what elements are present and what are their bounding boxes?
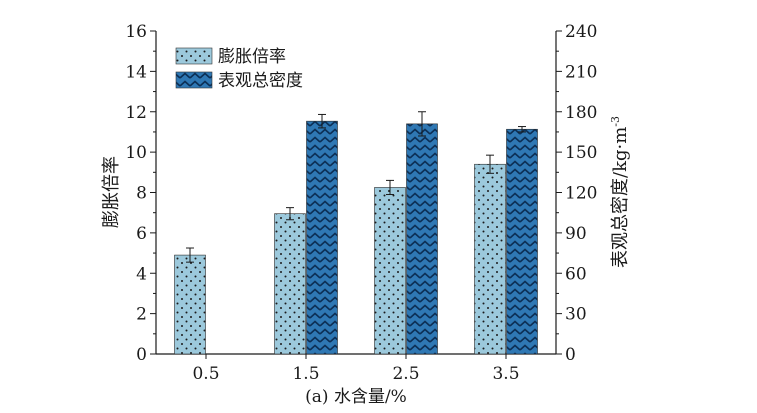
x-axis-caption: (a) 水含量/% — [305, 387, 407, 407]
legend-swatch-density — [175, 71, 213, 89]
right-axis: 0 30 60 90 120 150 180 210 240 — [556, 22, 597, 365]
legend-label-expansion: 膨胀倍率 — [218, 47, 286, 67]
left-tick-label: 10 — [125, 143, 147, 163]
x-tick-label: 3.5 — [492, 364, 519, 384]
right-tick-label: 150 — [565, 143, 597, 163]
legend: 膨胀倍率 表观总密度 — [175, 47, 303, 91]
bar-expansion — [374, 187, 406, 355]
right-tick-label: 180 — [565, 103, 597, 123]
bar-density — [506, 128, 538, 355]
bar-density — [406, 123, 438, 355]
x-tick-label: 1.5 — [292, 364, 319, 384]
right-tick-label: 120 — [565, 184, 597, 204]
right-tick-label: 0 — [565, 345, 576, 365]
legend-label-density: 表观总密度 — [218, 71, 303, 91]
legend-swatch-expansion — [175, 47, 213, 65]
right-axis-title: 表观总密度/kg·m-3 — [609, 116, 631, 268]
x-tick-label: 2.5 — [392, 364, 419, 384]
right-tick-label: 30 — [565, 305, 587, 325]
left-axis-title: 膨胀倍率 — [101, 156, 122, 228]
left-tick-label: 0 — [136, 345, 147, 365]
bar-expansion — [274, 213, 306, 355]
bars-layer — [174, 120, 538, 355]
right-axis-title-superscript: -3 — [609, 116, 622, 127]
bar-expansion — [474, 163, 506, 355]
left-tick-label: 14 — [125, 62, 147, 82]
right-tick-label: 240 — [565, 22, 597, 42]
left-axis: 0 2 4 6 8 10 12 14 16 — [125, 22, 156, 365]
right-axis-title-main: 表观总密度/kg·m — [610, 127, 631, 268]
bar-expansion — [174, 254, 206, 355]
right-tick-label: 90 — [565, 224, 587, 244]
left-tick-label: 6 — [136, 224, 147, 244]
error-bars-layer — [186, 111, 526, 263]
bar-density — [306, 120, 338, 355]
x-axis: 0.5 1.5 2.5 3.5 — [192, 354, 520, 384]
left-tick-label: 12 — [125, 103, 147, 123]
left-tick-label: 16 — [125, 22, 147, 42]
left-tick-label: 4 — [136, 264, 147, 284]
left-tick-label: 8 — [136, 184, 147, 204]
x-tick-label: 0.5 — [192, 364, 219, 384]
right-tick-label: 60 — [565, 264, 587, 284]
left-tick-label: 2 — [136, 305, 147, 325]
right-tick-label: 210 — [565, 62, 597, 82]
